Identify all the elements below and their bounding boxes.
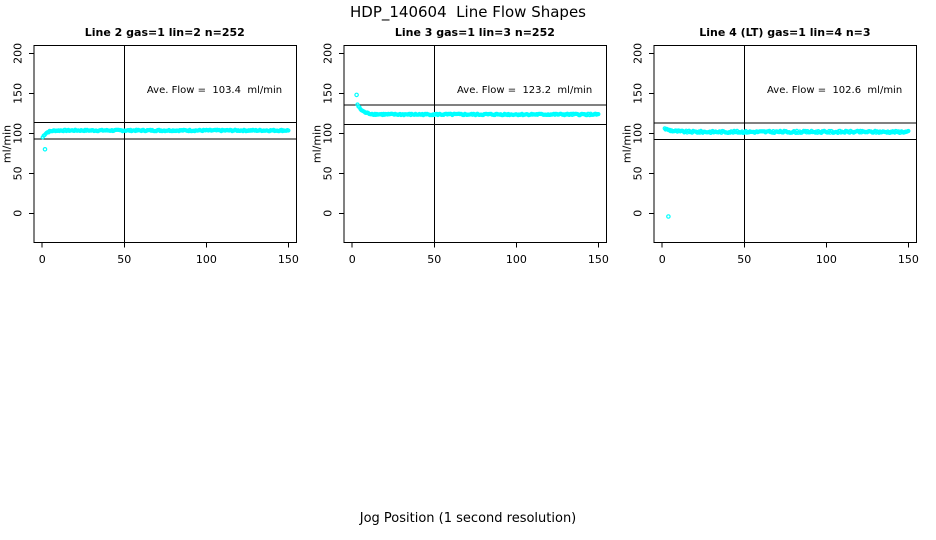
panel-2-title: Line 3 gas=1 lin=3 n=252: [394, 26, 555, 39]
x-axis-tick-label: 0: [658, 253, 665, 266]
panel-2-ave-flow-annotation: Ave. Flow = 123.2 ml/min: [457, 85, 593, 96]
x-axis-tick-label: 150: [587, 253, 608, 266]
x-axis-tick-label: 100: [815, 253, 836, 266]
y-axis-tick-label: 0: [11, 210, 24, 217]
x-axis-tick-label: 0: [348, 253, 355, 266]
x-axis-tick-label: 150: [897, 253, 918, 266]
y-axis-tick-label: 200: [631, 43, 644, 64]
y-axis-tick-label: 100: [321, 123, 334, 144]
y-axis-tick-label: 150: [631, 83, 644, 104]
data-point: [595, 111, 601, 117]
data-point: [905, 128, 911, 134]
y-axis-tick-label: 150: [321, 83, 334, 104]
data-point: [285, 128, 290, 133]
outlier-point: [42, 147, 47, 152]
data-points: [353, 92, 601, 118]
data-points: [40, 127, 290, 152]
panel-1-plot: 0 50 100 150 0 50 100 150 200 ml/min: [0, 43, 298, 266]
outlier-point: [665, 214, 671, 219]
chart-title: HDP_140604 Line Flow Shapes: [350, 3, 586, 21]
x-axis-tick-label: 50: [117, 253, 131, 266]
x-axis-tick-label: 50: [737, 253, 751, 266]
x-axis-tick-label: 0: [38, 253, 45, 266]
x-axis-tick-label: 50: [427, 253, 441, 266]
panel-3-ave-flow-annotation: Ave. Flow = 102.6 ml/min: [767, 85, 903, 96]
panel-1-title: Line 2 gas=1 lin=2 n=252: [84, 26, 245, 39]
y-axis-tick-label: 50: [631, 166, 644, 180]
panel-3-title: Line 4 (LT) gas=1 lin=4 n=3: [699, 26, 871, 39]
y-axis-title: ml/min: [0, 125, 13, 163]
x-axis-tick-label: 100: [195, 253, 216, 266]
y-axis-tick-label: 0: [631, 210, 644, 217]
x-axis-tick-label: 150: [277, 253, 298, 266]
y-axis-tick-label: 50: [321, 166, 334, 180]
y-axis-tick-label: 100: [11, 123, 24, 144]
plot-box: [343, 45, 607, 243]
plot-box: [33, 45, 297, 243]
x-axis-tick-label: 100: [505, 253, 526, 266]
panel-2-plot: 0 50 100 150 0 50 100 150 200 ml/min: [310, 43, 609, 266]
y-axis-tick-label: 100: [631, 123, 644, 144]
y-axis-title: ml/min: [620, 125, 633, 163]
data-points: [662, 126, 911, 219]
y-axis-tick-label: 150: [11, 83, 24, 104]
y-axis-tick-label: 0: [321, 210, 334, 217]
panel-1-ave-flow-annotation: Ave. Flow = 103.4 ml/min: [146, 85, 283, 96]
y-axis-tick-label: 200: [11, 43, 24, 64]
x-axis-label: Jog Position (1 second resolution): [359, 511, 577, 526]
outlier-point: [353, 92, 359, 98]
y-axis-tick-label: 50: [11, 166, 24, 180]
y-axis-title: ml/min: [310, 125, 323, 163]
y-axis-tick-label: 200: [321, 43, 334, 64]
plot-box: [653, 45, 917, 243]
panel-3-plot: 0 50 100 150 0 50 100 150 200 ml/min: [620, 43, 919, 266]
